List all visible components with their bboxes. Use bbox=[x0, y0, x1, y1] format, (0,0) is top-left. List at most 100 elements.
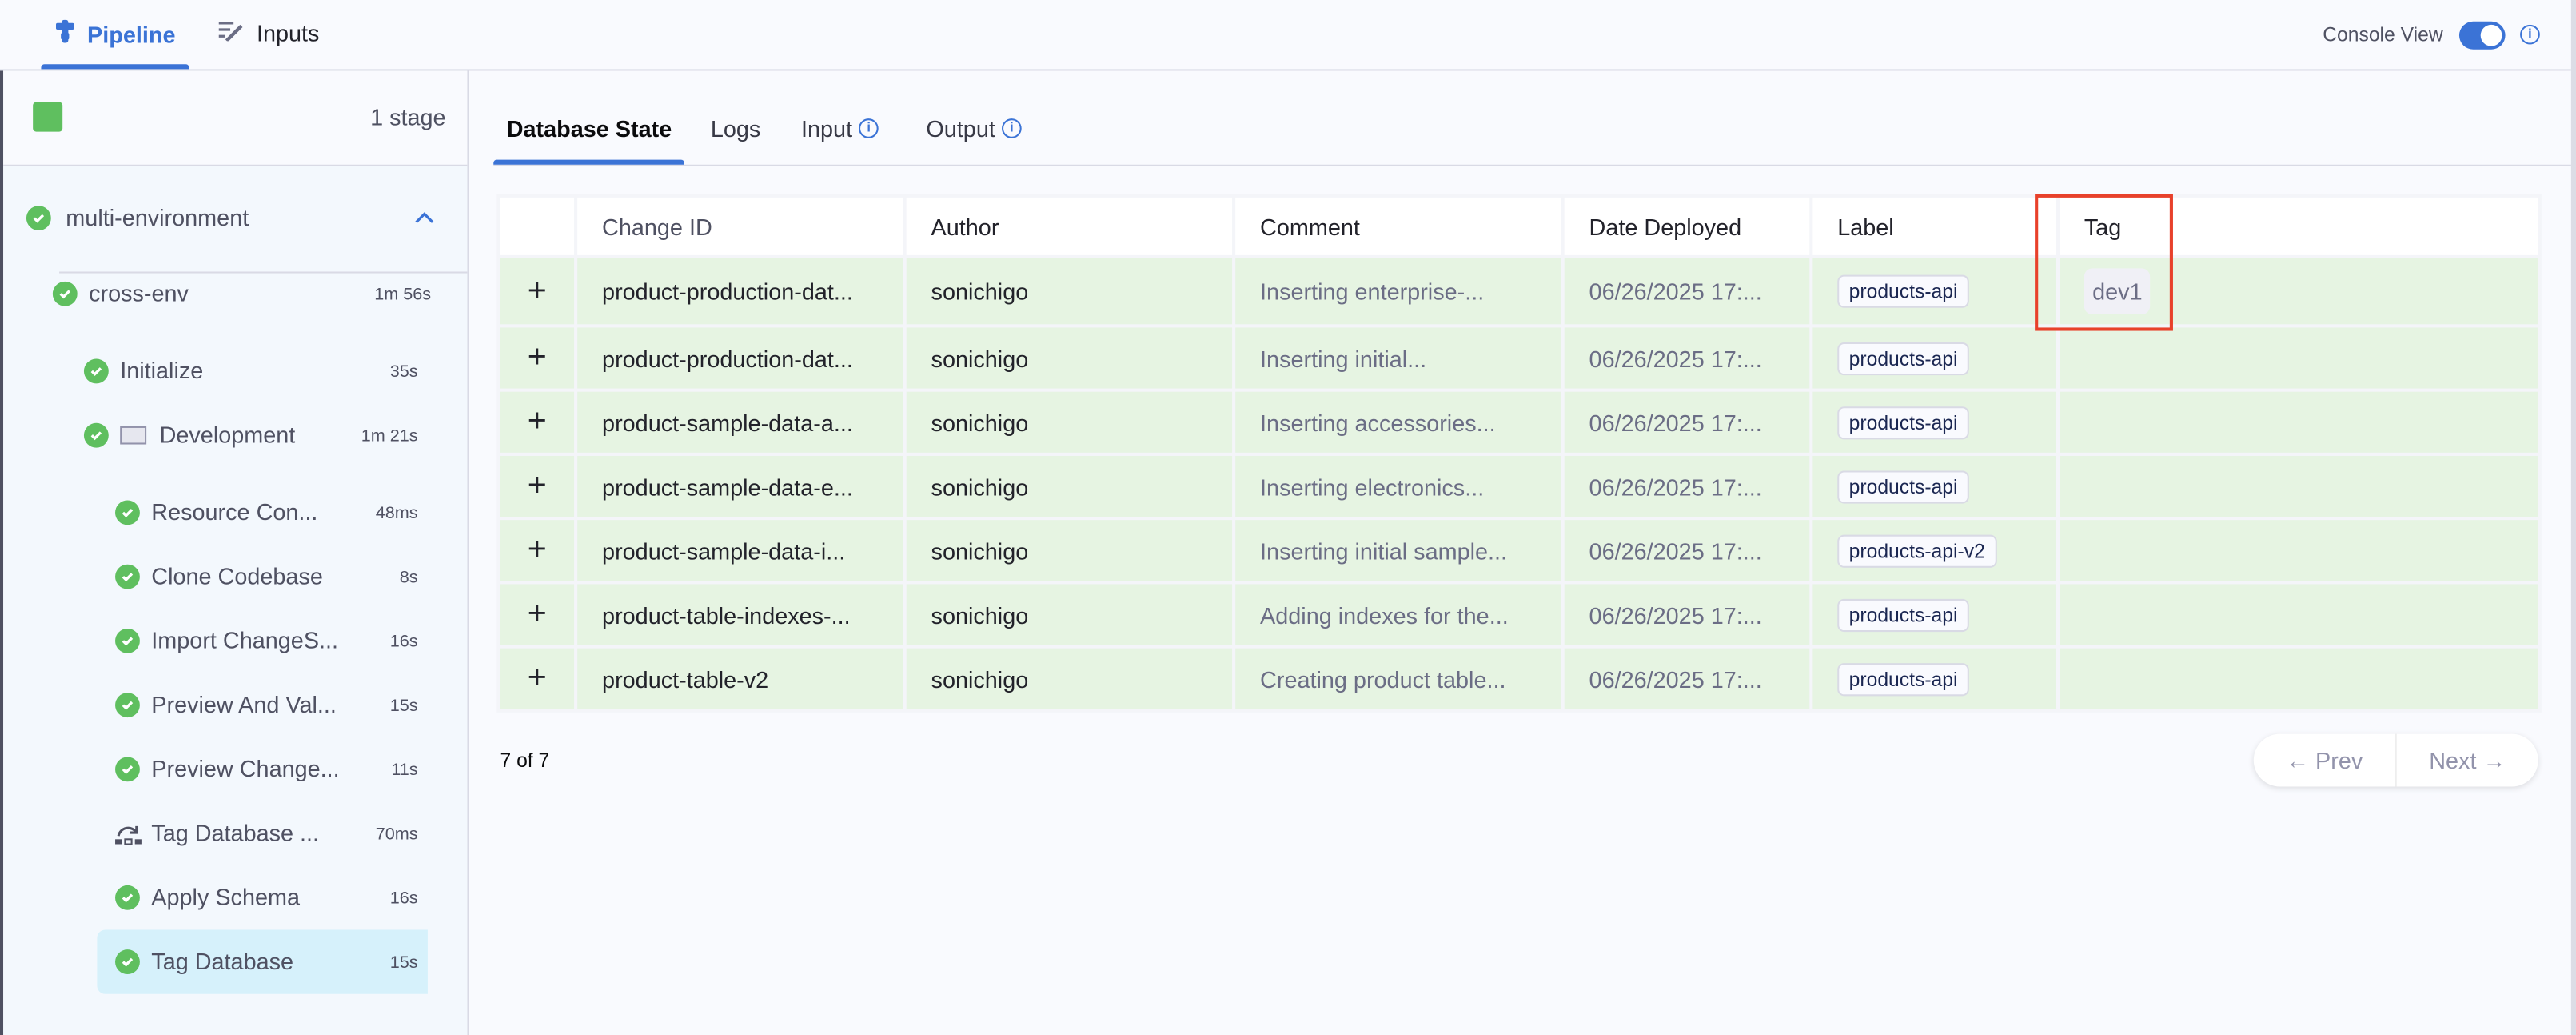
column-header-label[interactable]: Label bbox=[1812, 197, 2056, 255]
comment-cell: Inserting enterprise-... bbox=[1235, 258, 1561, 325]
step-development[interactable]: Development 1m 21s bbox=[3, 420, 467, 453]
tag-cell: dev1 bbox=[2059, 258, 2538, 325]
table-row[interactable]: + product-sample-data-i... sonichigo Ins… bbox=[500, 520, 2538, 581]
step-apply-schema[interactable]: Apply Schema 16s bbox=[3, 882, 467, 915]
step-preview-change[interactable]: Preview Change... 11s bbox=[3, 753, 467, 786]
stage-name: multi-environment bbox=[66, 204, 249, 231]
tab-logs[interactable]: Logs bbox=[711, 115, 760, 142]
step-label: Clone Codebase bbox=[151, 562, 323, 589]
tab-input[interactable]: Input i bbox=[801, 115, 879, 142]
tab-database-state[interactable]: Database State bbox=[507, 115, 672, 142]
comment-cell: Inserting accessories... bbox=[1235, 391, 1561, 453]
tab-label: Logs bbox=[710, 115, 761, 142]
column-header-author[interactable]: Author bbox=[906, 197, 1233, 255]
divider bbox=[59, 271, 468, 274]
table-row[interactable]: + product-sample-data-e... sonichigo Ins… bbox=[500, 455, 2538, 518]
comment-cell: Inserting electronics... bbox=[1235, 455, 1561, 518]
date-cell: 06/26/2025 17:... bbox=[1564, 648, 1810, 709]
info-icon[interactable]: i bbox=[2520, 24, 2540, 45]
console-view-toggle[interactable] bbox=[2458, 21, 2506, 50]
tabs-divider bbox=[493, 164, 2571, 166]
column-header-comment[interactable]: Comment bbox=[1235, 197, 1561, 255]
expand-row-button[interactable]: + bbox=[500, 391, 575, 453]
expand-row-button[interactable]: + bbox=[500, 520, 575, 581]
tab-inputs-label: Inputs bbox=[256, 19, 320, 46]
tag-cell bbox=[2059, 455, 2538, 518]
label-cell: products-api bbox=[1812, 584, 2056, 645]
step-duration: 8s bbox=[399, 567, 418, 588]
label-pill: products-api-v2 bbox=[1837, 533, 1997, 567]
comment-cell: Inserting initial sample... bbox=[1235, 520, 1561, 581]
step-duration: 16s bbox=[389, 632, 418, 652]
label-pill: products-api bbox=[1837, 470, 1969, 503]
change-id-cell: product-sample-data-e... bbox=[577, 455, 903, 518]
next-button[interactable]: Next → bbox=[2429, 747, 2506, 774]
change-id-cell: product-production-dat... bbox=[577, 258, 903, 325]
step-preview-and-val[interactable]: Preview And Val... 15s bbox=[3, 689, 467, 722]
step-duration: 48ms bbox=[375, 503, 418, 524]
step-duration: 16s bbox=[389, 889, 418, 909]
label-cell: products-api bbox=[1812, 327, 2056, 389]
tab-pipeline-label: Pipeline bbox=[87, 20, 176, 47]
success-check-icon bbox=[115, 885, 140, 910]
table-row[interactable]: + product-production-dat... sonichigo In… bbox=[500, 327, 2538, 389]
active-tab-underline bbox=[493, 159, 684, 165]
step-duration: 35s bbox=[389, 362, 418, 382]
table-row[interactable]: + product-production-dat... sonichigo In… bbox=[500, 258, 2538, 325]
column-header-date-deployed[interactable]: Date Deployed bbox=[1564, 197, 1810, 255]
step-label: Preview And Val... bbox=[151, 691, 337, 718]
tab-inputs[interactable]: Inputs bbox=[218, 19, 320, 46]
step-duration: 15s bbox=[389, 953, 418, 973]
tab-label: Database State bbox=[506, 115, 672, 142]
date-cell: 06/26/2025 17:... bbox=[1564, 455, 1810, 518]
step-initialize[interactable]: Initialize 35s bbox=[3, 355, 467, 388]
success-check-icon bbox=[115, 949, 140, 975]
step-tag-database[interactable]: Tag Database 15s bbox=[3, 929, 467, 994]
date-cell: 06/26/2025 17:... bbox=[1564, 258, 1810, 325]
date-cell: 06/26/2025 17:... bbox=[1564, 520, 1810, 581]
tag-column-highlight bbox=[2035, 194, 2173, 331]
date-cell: 06/26/2025 17:... bbox=[1564, 391, 1810, 453]
step-cross-env[interactable]: cross-env 1m 56s bbox=[3, 278, 467, 311]
tab-pipeline[interactable]: Pipeline bbox=[55, 19, 176, 48]
success-check-icon bbox=[52, 281, 78, 306]
chevron-up-icon[interactable] bbox=[414, 202, 434, 229]
tag-cell bbox=[2059, 648, 2538, 709]
row-count: 7 of 7 bbox=[500, 749, 550, 772]
table-row[interactable]: + product-sample-data-a... sonichigo Ins… bbox=[500, 391, 2538, 453]
column-header-tag[interactable]: Tag bbox=[2059, 197, 2538, 255]
label-pill: products-api bbox=[1837, 274, 1969, 308]
prev-button[interactable]: ← Prev bbox=[2254, 733, 2397, 787]
step-tag-database[interactable]: Tag Database ... 70ms bbox=[3, 818, 467, 851]
step-duration: 1m 21s bbox=[361, 426, 418, 446]
step-import-changes[interactable]: Import ChangeS... 16s bbox=[3, 625, 467, 658]
change-id-cell: product-sample-data-a... bbox=[577, 391, 903, 453]
step-duration: 11s bbox=[391, 760, 418, 781]
author-cell: sonichigo bbox=[906, 391, 1233, 453]
success-check-icon bbox=[115, 500, 140, 525]
expand-row-button[interactable]: + bbox=[500, 327, 575, 389]
skipped-step-icon bbox=[115, 823, 142, 854]
stage-status-square bbox=[33, 102, 63, 132]
success-check-icon bbox=[26, 206, 51, 231]
step-clone-codebase[interactable]: Clone Codebase 8s bbox=[3, 561, 467, 594]
expand-row-button[interactable]: + bbox=[500, 584, 575, 645]
table-row[interactable]: + product-table-v2 sonichigo Creating pr… bbox=[500, 648, 2538, 709]
tab-output[interactable]: Output i bbox=[926, 115, 1022, 142]
step-duration: 1m 56s bbox=[374, 284, 432, 305]
step-duration: 70ms bbox=[375, 824, 418, 845]
step-label: cross-env bbox=[89, 279, 189, 306]
tab-underline bbox=[41, 64, 189, 70]
comment-cell: Inserting initial... bbox=[1235, 327, 1561, 389]
column-header-change-id[interactable]: Change ID bbox=[577, 197, 903, 255]
step-duration: 15s bbox=[389, 696, 418, 717]
tag-cell bbox=[2059, 520, 2538, 581]
expand-row-button[interactable]: + bbox=[500, 455, 575, 518]
stage-count: 1 stage bbox=[370, 103, 446, 130]
stage-row[interactable]: multi-environment bbox=[3, 194, 467, 244]
expand-row-button[interactable]: + bbox=[500, 648, 575, 709]
table-row[interactable]: + product-table-indexes-... sonichigo Ad… bbox=[500, 584, 2538, 645]
step-resource-con[interactable]: Resource Con... 48ms bbox=[3, 497, 467, 529]
plus-icon: + bbox=[527, 595, 547, 633]
expand-row-button[interactable]: + bbox=[500, 258, 575, 325]
